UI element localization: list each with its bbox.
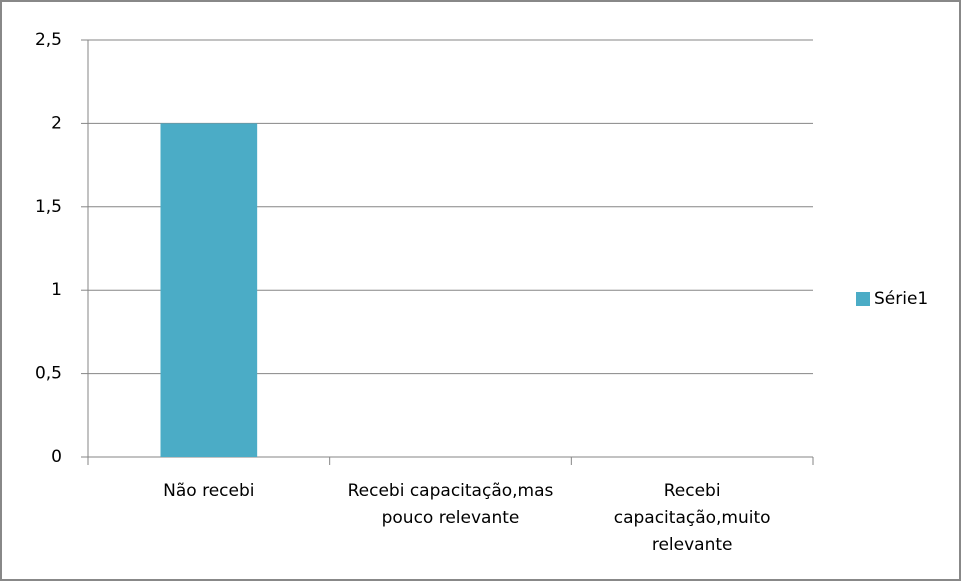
y-tick-label: 1,5 xyxy=(35,197,62,217)
y-tick-label: 2 xyxy=(51,113,62,133)
y-tick-label: 0,5 xyxy=(35,364,62,384)
legend-swatch xyxy=(856,292,870,306)
y-tick-label: 0 xyxy=(51,447,62,467)
bar xyxy=(160,123,258,458)
x-tick-label: Recebi capacitação,mas pouco relevante xyxy=(347,481,554,528)
y-tick-label: 2,5 xyxy=(35,30,62,50)
y-tick-label: 1 xyxy=(51,280,62,300)
legend-label: Série1 xyxy=(874,289,928,309)
x-tick-label: Recebi capacitação,muito relevante xyxy=(613,481,771,555)
x-tick-label: Não recebi xyxy=(163,481,255,501)
